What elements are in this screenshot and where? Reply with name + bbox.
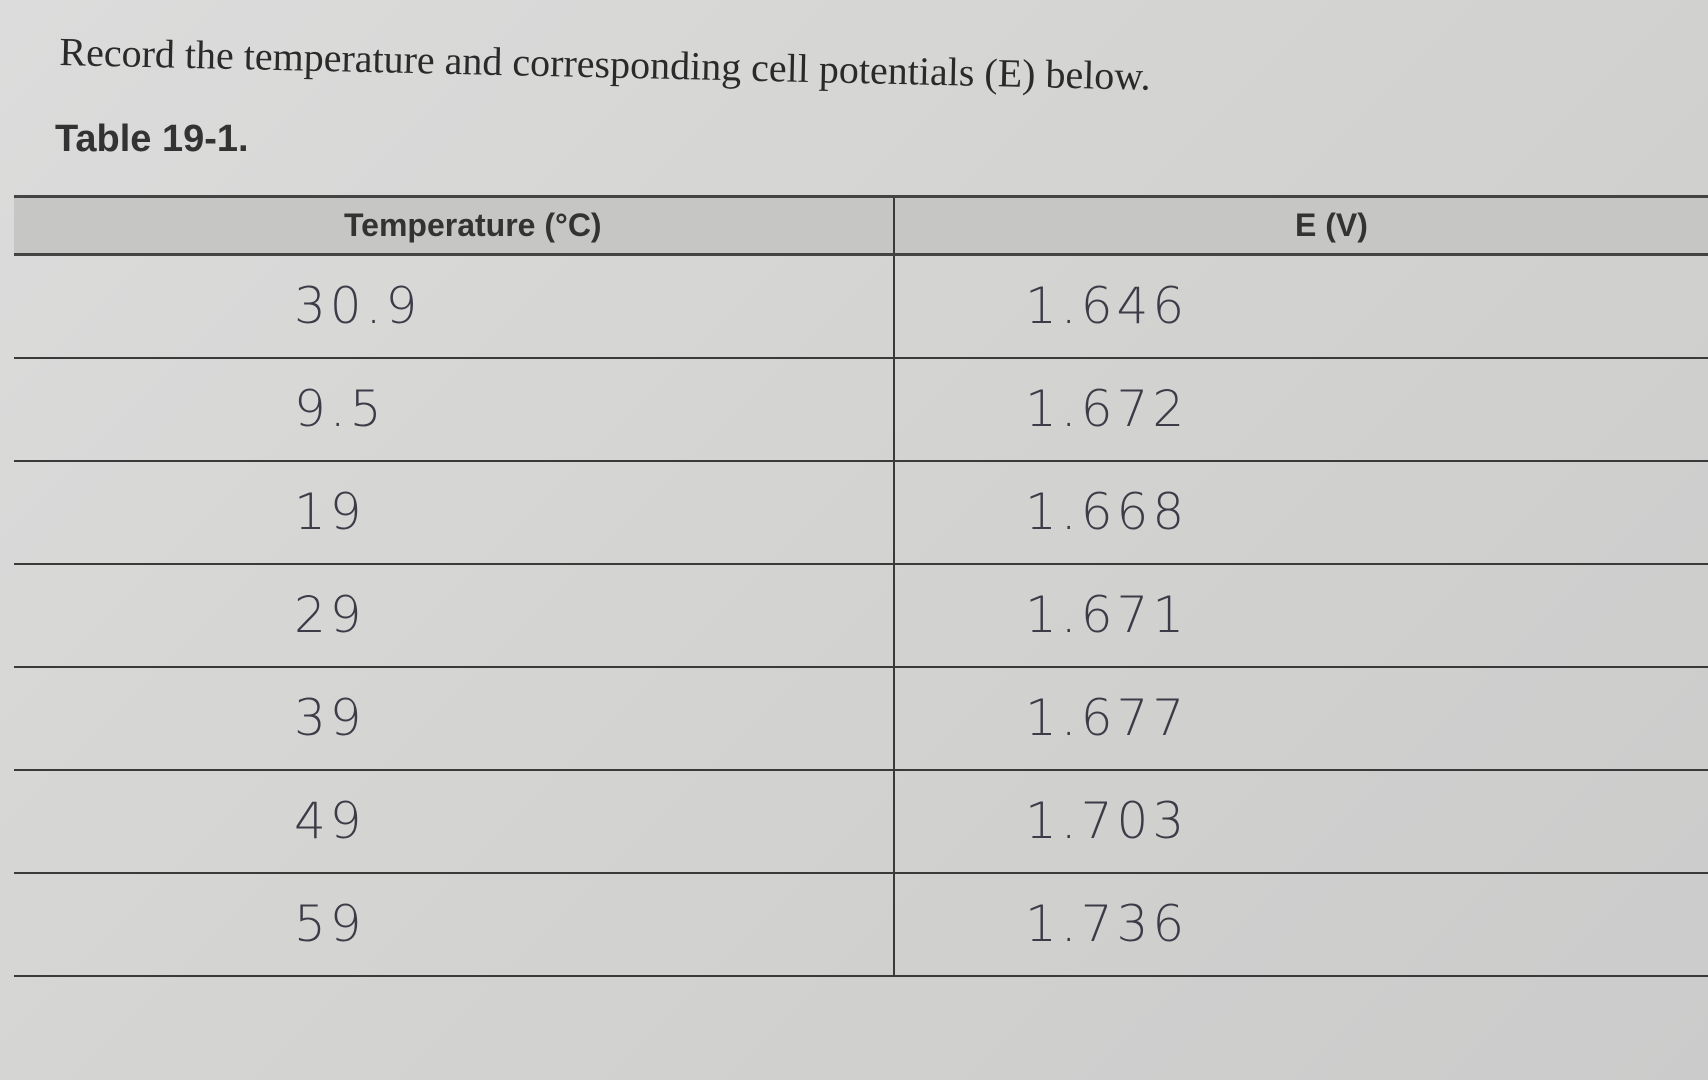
temperature-cell: 29 <box>14 563 895 668</box>
temperature-cell: 59 <box>14 872 895 977</box>
data-table: Temperature (°C) E (V) 30.9 1.646 9.5 1.672 1… <box>14 195 1708 977</box>
table-row: 59 1.736 <box>14 872 1708 977</box>
potential-cell: 1.672 <box>894 357 1708 462</box>
header-row: Temperature (°C) E (V) <box>14 195 1708 256</box>
potential-cell: 1.736 <box>894 872 1708 977</box>
temperature-cell: 19 <box>14 460 895 565</box>
temperature-cell: 30.9 <box>14 254 895 359</box>
table-body: 30.9 1.646 9.5 1.672 19 1.668 29 1.671 39 1.677 49… <box>14 254 1708 977</box>
potential-cell: 1.668 <box>894 460 1708 565</box>
table-row: 30.9 1.646 <box>14 254 1708 359</box>
table-row: 49 1.703 <box>14 769 1708 874</box>
table-row: 29 1.671 <box>14 563 1708 668</box>
temperature-cell: 39 <box>14 666 895 771</box>
potential-cell: 1.703 <box>894 769 1708 874</box>
column-header: Temperature (°C) <box>14 195 895 256</box>
table-label: Table 19-1. <box>55 118 249 160</box>
instruction: Record the temperature and corresponding… <box>58 28 1152 99</box>
potential-cell: 1.646 <box>894 254 1708 359</box>
table-row: 19 1.668 <box>14 460 1708 565</box>
temperature-cell: 9.5 <box>14 357 895 462</box>
column-header: E (V) <box>894 195 1708 256</box>
temperature-cell: 49 <box>14 769 895 874</box>
table-row: 9.5 1.672 <box>14 357 1708 462</box>
table-row: 39 1.677 <box>14 666 1708 771</box>
table-header: Temperature (°C) E (V) <box>14 195 1708 256</box>
potential-cell: 1.671 <box>894 563 1708 668</box>
potential-cell: 1.677 <box>894 666 1708 771</box>
